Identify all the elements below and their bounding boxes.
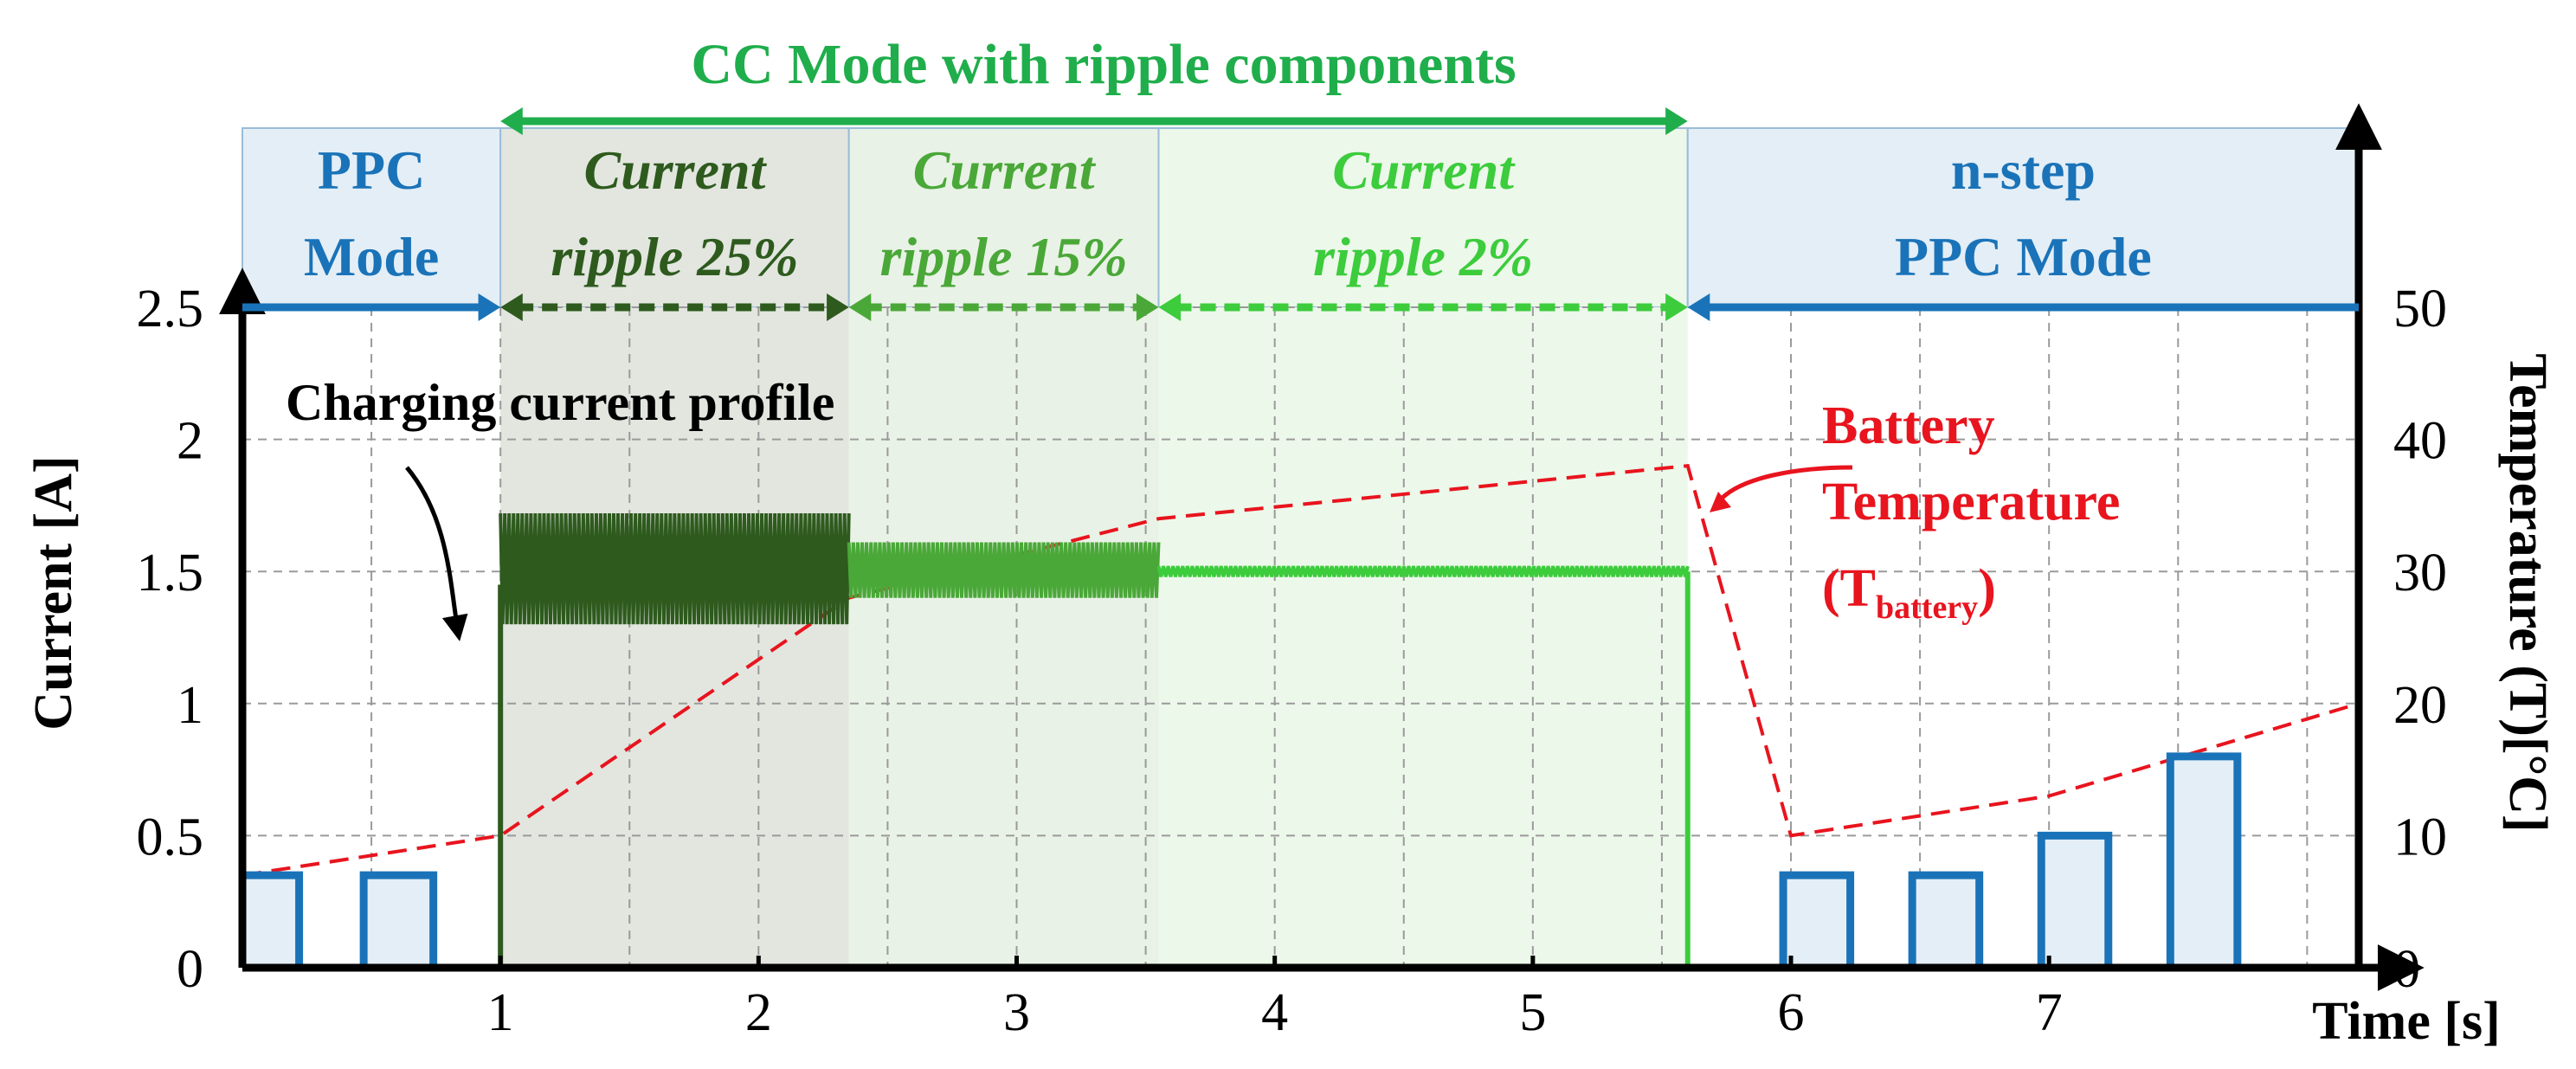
x-tick-label: 7 (2036, 983, 2063, 1042)
cc-mode-label: CC Mode with ripple components (691, 33, 1516, 96)
mode-label-nstep-line1: n-step (1951, 139, 2096, 201)
mode-arrows (242, 107, 2359, 321)
mode-shading (500, 307, 1688, 968)
arrow-head (1687, 293, 1710, 321)
mode-label-ripple2-line1: Current (1332, 139, 1516, 201)
x-tick-label: 3 (1003, 983, 1030, 1042)
y-left-tick-label: 0 (177, 940, 203, 999)
mode-label-ripple2-line2: ripple 2% (1313, 226, 1533, 287)
header-band-ripple25 (499, 127, 850, 308)
nstep-pulse-3-fill (2170, 756, 2238, 968)
arrow-head (1136, 293, 1159, 321)
temp-label-line1: Battery (1822, 396, 1995, 455)
y-left-axis-label: Current [A] (24, 455, 83, 730)
mode-label-nstep-line2: PPC Mode (1895, 226, 2152, 287)
y-right-tick-label: 40 (2393, 412, 2447, 471)
ppc-pulse-0-fill (242, 875, 299, 968)
x-axis-label: Time [s] (2312, 992, 2501, 1051)
nstep-pulse-0-fill (1783, 875, 1851, 968)
arrow-head (478, 293, 501, 321)
nstep-pulse-2-fill (2041, 835, 2109, 968)
header-band-ripple2 (1157, 127, 1689, 308)
temp-label-arrow (1716, 465, 1853, 504)
mode-label-ripple25-line1: Current (583, 139, 767, 201)
temperature-line (242, 463, 2360, 878)
mode-label-ppc-line2: Mode (304, 226, 439, 287)
mode-label-ppc-line1: PPC (318, 139, 425, 201)
ripple-segment-1 (847, 542, 1161, 598)
y-left-tick-label: 0.5 (137, 808, 204, 866)
x-tick-label: 2 (745, 983, 772, 1042)
arrow-head (1665, 107, 1688, 135)
temp-label-line3: (Tbattery) (1822, 559, 1996, 626)
current-profile-arrow (405, 466, 468, 641)
header-band-nstep (1686, 127, 2360, 308)
y-right-tick-label: 30 (2393, 544, 2447, 602)
y-right-tick-label: 10 (2393, 808, 2447, 866)
arrow-head (500, 107, 523, 135)
y-left-tick-label: 1.5 (137, 544, 204, 602)
ripple-segment-0 (499, 513, 851, 625)
temperature-series (242, 463, 2360, 878)
x-tick-label: 5 (1519, 983, 1546, 1042)
arrow-head (500, 293, 523, 321)
y-left-tick-label: 2.5 (137, 280, 204, 338)
header-band-ppc (242, 127, 502, 308)
mode-header-bands: PPC Mode Current ripple 25% Current ripple 15… (242, 127, 2360, 308)
y-left-tick-label: 2 (177, 412, 203, 471)
y-right-tick-label: 20 (2393, 676, 2447, 735)
tick-labels: 1 2 3 4 5 6 7 0 0.5 1 1.5 2 2.5 0 10 20 30 40 50 (137, 280, 2448, 1042)
axes (219, 103, 2425, 991)
x-tick-label: 4 (1261, 983, 1288, 1042)
x-tick-label: 1 (487, 983, 514, 1042)
plot-shade-ripple2 (1158, 307, 1688, 968)
temp-label-arrowhead (1710, 492, 1731, 512)
nstep-pulse-1-fill (1912, 875, 1980, 968)
arrow-head (848, 293, 872, 321)
y-right-tick-label: 50 (2393, 280, 2447, 338)
arrow-head (1665, 293, 1688, 321)
plot-shade-ripple25 (500, 307, 849, 968)
mode-label-ripple25-line2: ripple 25% (551, 226, 798, 287)
header-band-ripple15 (847, 127, 1160, 308)
y-right-tick-label: 0 (2393, 940, 2420, 999)
arrow-head (1158, 293, 1182, 321)
ripple-segment-2 (1156, 565, 1690, 577)
current-profile-label: Charging current profile (286, 374, 834, 431)
y-left-tick-label: 1 (177, 676, 203, 735)
mode-label-ripple15-line1: Current (913, 139, 1097, 201)
plot-shade-ripple15 (848, 307, 1159, 968)
ppc-pulse-1-fill (364, 875, 434, 968)
x-tick-label: 6 (1778, 983, 1805, 1042)
y-right-axis-label: Temperature (T)[°C] (2498, 353, 2557, 832)
arrow-head (827, 293, 849, 321)
temp-label-line2: Temperature (1822, 473, 2120, 531)
mode-label-ripple15-line2: ripple 15% (880, 226, 1128, 287)
